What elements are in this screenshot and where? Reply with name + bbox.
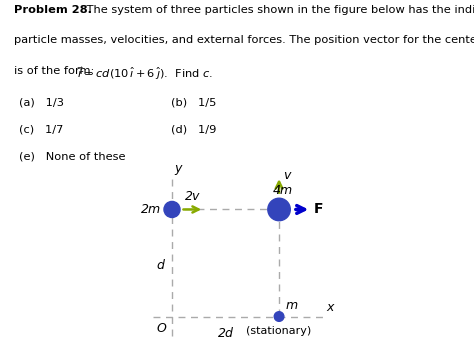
Circle shape [268,198,290,221]
Text: O: O [157,322,167,335]
Text: (d)   1/9: (d) 1/9 [171,124,216,134]
Text: 2v: 2v [185,190,200,203]
Text: The system of three particles shown in the figure below has the indicated: The system of three particles shown in t… [83,5,474,15]
Text: (e)   None of these: (e) None of these [19,151,126,161]
Text: (a)   1/3: (a) 1/3 [19,97,64,107]
Text: F: F [313,202,323,216]
Circle shape [274,312,284,321]
Text: 2m: 2m [141,203,161,216]
Text: v: v [283,169,291,182]
Text: (c)   1/7: (c) 1/7 [19,124,64,134]
Text: d: d [156,259,164,272]
Text: 2d: 2d [218,327,234,340]
Text: $\vec{r}$$ = cd(10\,\hat{\imath} + 6\,\hat{\jmath})$.  Find $c$.: $\vec{r}$$ = cd(10\,\hat{\imath} + 6\,\h… [77,65,213,82]
Text: (b)   1/5: (b) 1/5 [171,97,216,107]
Text: is of the form:: is of the form: [14,65,98,76]
Text: y: y [174,162,182,175]
Text: particle masses, velocities, and external forces. The position vector for the ce: particle masses, velocities, and externa… [14,35,474,45]
Text: x: x [326,301,334,314]
Text: 4m: 4m [273,184,293,197]
Text: (stationary): (stationary) [246,326,312,336]
Text: m: m [285,299,298,312]
Text: Problem 28.: Problem 28. [14,5,92,15]
Circle shape [164,202,180,217]
